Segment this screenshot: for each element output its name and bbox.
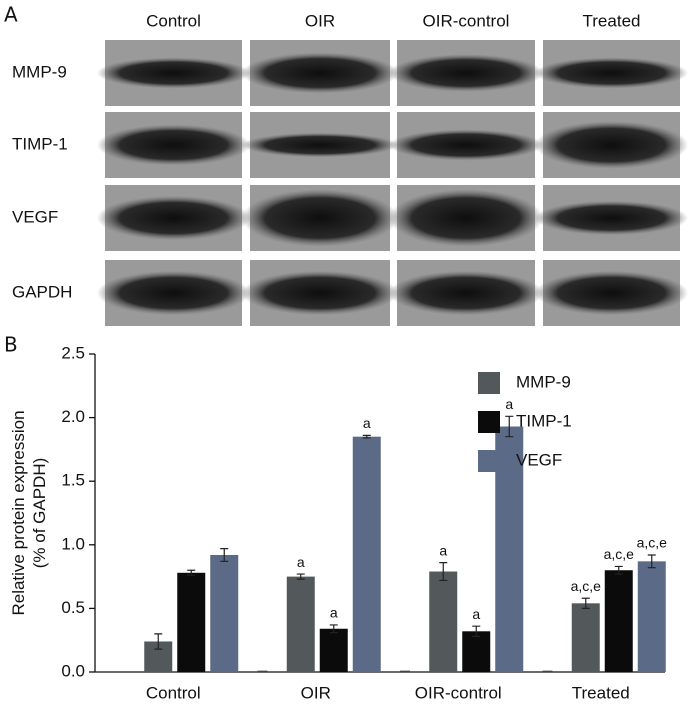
y-tick-label: 0.5 [61, 598, 85, 617]
blot-band [388, 189, 544, 247]
error-bar [472, 625, 481, 637]
blot-band [241, 52, 399, 94]
y-tick-label: 2.5 [61, 343, 85, 362]
significance-label: a,c,e [637, 535, 668, 551]
blot-band [388, 54, 544, 92]
blot-band [241, 189, 399, 247]
blot-band [534, 200, 689, 236]
blot-panel: Control OIR OIR-control Treated MMP-9 TIMP-1 V… [12, 11, 689, 326]
x-tick-label: OIR [301, 683, 331, 702]
blot-band [388, 129, 544, 161]
legend-label: VEGF [516, 450, 562, 469]
blot-band [96, 270, 251, 316]
row-label: VEGF [12, 207, 58, 226]
significance-label: a [330, 605, 338, 621]
bar [462, 631, 491, 672]
legend-label: MMP-9 [516, 372, 571, 391]
error-bar [439, 562, 448, 582]
error-bar [614, 565, 623, 575]
error-bar [362, 434, 371, 439]
column-label: Treated [583, 11, 641, 30]
significance-label: a,c,e [571, 578, 602, 594]
bar [319, 628, 348, 672]
error-bar [154, 633, 163, 650]
y-axis-label-line: (% of GAPDH) [30, 458, 49, 569]
y-tick-label: 2.0 [61, 407, 85, 426]
bar [637, 561, 666, 672]
significance-label: a [297, 554, 305, 570]
bar [352, 436, 381, 672]
bar [571, 603, 600, 672]
y-tick-label: 0.0 [61, 661, 85, 680]
significance-label: a,c,e [604, 546, 635, 562]
bar [210, 554, 239, 672]
legend-swatch [478, 450, 500, 472]
error-bar [187, 569, 196, 576]
bar [429, 571, 458, 672]
significance-label: a [472, 606, 480, 622]
error-bar [296, 573, 305, 580]
x-tick-label: OIR-control [415, 683, 502, 702]
error-bar [220, 548, 229, 562]
panel-label: B [4, 333, 18, 357]
row-label: GAPDH [12, 282, 72, 301]
significance-label: a [439, 542, 447, 558]
blot-band [241, 270, 399, 316]
error-bar [329, 624, 338, 634]
column-label: OIR-control [423, 11, 510, 30]
bar [286, 576, 315, 672]
blot-band [534, 57, 689, 89]
blot-band [241, 132, 399, 158]
x-tick-label: Treated [572, 683, 630, 702]
blot-band [96, 124, 251, 166]
x-tick-label: Control [146, 683, 201, 702]
row-label: MMP-9 [12, 62, 67, 81]
bar-chart: 0.0 0.5 1.0 1.5 2.0 2.5 Relative protein expre… [9, 343, 667, 702]
y-tick-label: 1.5 [61, 471, 85, 490]
error-bar [505, 415, 514, 438]
blot-band [96, 195, 251, 241]
legend-swatch [478, 372, 500, 394]
row-label: TIMP-1 [12, 134, 68, 153]
panel-label: A [4, 3, 18, 27]
y-tick-label: 1.0 [61, 534, 85, 553]
blot-band [534, 270, 689, 316]
legend-label: TIMP-1 [516, 411, 572, 430]
significance-label: a [363, 415, 371, 431]
y-axis-label: Relative protein expression (% of GAPDH) [9, 410, 49, 615]
bar [177, 572, 206, 672]
y-axis-label-line: Relative protein expression [9, 410, 28, 615]
column-label: Control [146, 11, 201, 30]
blot-band [388, 270, 544, 316]
error-bar [647, 554, 656, 569]
column-label: OIR [305, 11, 335, 30]
blot-band [96, 57, 251, 89]
bar [604, 570, 633, 672]
significance-label: a [505, 396, 513, 412]
legend-swatch [478, 411, 500, 433]
error-bar [581, 597, 590, 609]
blot-band [534, 121, 689, 169]
